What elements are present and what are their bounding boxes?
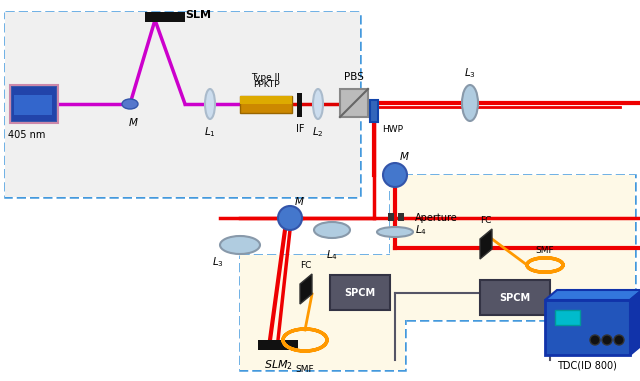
Text: $L_4$: $L_4$ — [415, 223, 427, 237]
Ellipse shape — [377, 227, 413, 237]
Bar — [555, 310, 580, 325]
Text: PBS: PBS — [344, 72, 364, 82]
Text: Type II: Type II — [252, 73, 280, 82]
Bar — [14, 95, 52, 115]
Text: HWP: HWP — [382, 125, 403, 134]
Bar — [480, 280, 550, 315]
Bar — [388, 213, 394, 221]
Bar — [240, 96, 292, 104]
Bar — [545, 300, 630, 355]
Bar — [10, 85, 58, 123]
Ellipse shape — [220, 236, 260, 254]
Bar — [398, 213, 404, 221]
Text: SPCM: SPCM — [344, 288, 376, 298]
Ellipse shape — [314, 222, 350, 238]
Bar — [12, 87, 56, 121]
Polygon shape — [630, 290, 640, 355]
Text: $L_2$: $L_2$ — [312, 125, 324, 139]
Bar — [340, 89, 368, 117]
Circle shape — [614, 335, 624, 345]
Text: M: M — [129, 118, 138, 128]
Text: $SLM_2$: $SLM_2$ — [264, 358, 292, 372]
Bar — [390, 175, 635, 320]
Text: PPKTP: PPKTP — [253, 80, 279, 89]
Bar — [330, 275, 390, 310]
Circle shape — [383, 163, 407, 187]
Text: $L_3$: $L_3$ — [212, 255, 224, 269]
Circle shape — [590, 335, 600, 345]
Circle shape — [278, 206, 302, 230]
Ellipse shape — [205, 89, 215, 119]
Text: M: M — [400, 152, 409, 162]
Bar — [240, 96, 292, 113]
Polygon shape — [480, 229, 492, 259]
Ellipse shape — [313, 89, 323, 119]
Text: $L_1$: $L_1$ — [204, 125, 216, 139]
Bar — [258, 340, 298, 350]
Text: SLM: SLM — [185, 10, 211, 20]
Text: FC: FC — [480, 216, 492, 225]
Text: M: M — [295, 197, 304, 207]
Polygon shape — [300, 274, 312, 304]
Text: $L_3$: $L_3$ — [464, 66, 476, 80]
Text: IF: IF — [296, 124, 304, 134]
Text: 405 nm: 405 nm — [8, 130, 45, 140]
Text: SMF: SMF — [536, 246, 554, 255]
Polygon shape — [545, 290, 640, 300]
Bar — [145, 12, 185, 22]
Text: TDC(ID 800): TDC(ID 800) — [557, 360, 617, 370]
Bar — [240, 255, 405, 370]
Text: FC: FC — [300, 261, 312, 270]
Ellipse shape — [462, 85, 478, 121]
Text: SMF: SMF — [296, 365, 314, 374]
Text: Aperture: Aperture — [415, 213, 458, 223]
Text: SPCM: SPCM — [499, 293, 531, 303]
Ellipse shape — [122, 99, 138, 109]
Bar — [5, 12, 360, 197]
Bar — [370, 100, 378, 122]
Text: $L_4$: $L_4$ — [326, 248, 338, 262]
Bar — [297, 93, 302, 117]
Circle shape — [602, 335, 612, 345]
